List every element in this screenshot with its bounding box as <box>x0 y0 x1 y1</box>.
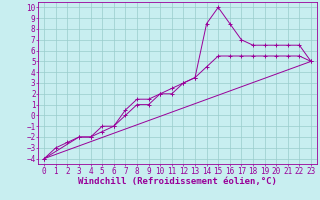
X-axis label: Windchill (Refroidissement éolien,°C): Windchill (Refroidissement éolien,°C) <box>78 177 277 186</box>
